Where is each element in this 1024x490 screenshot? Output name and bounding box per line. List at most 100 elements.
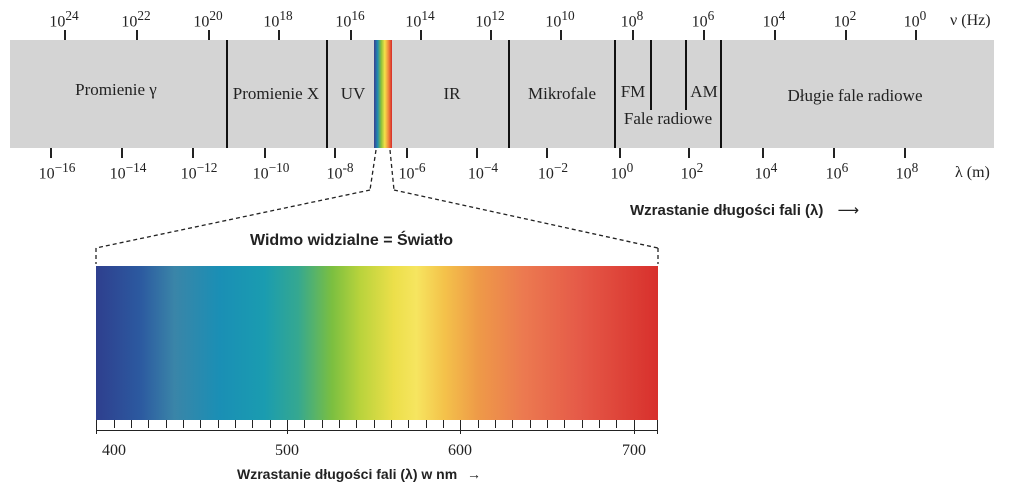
visible-tick-label: 700 <box>622 442 646 459</box>
wl-tick-label: 10−16 <box>38 160 76 183</box>
wl-tick-label: 10-6 <box>398 160 426 183</box>
wl-tick-label: 10−4 <box>467 160 499 183</box>
wavelength-unit-label: λ (m) <box>955 164 990 181</box>
band-divider <box>226 40 228 148</box>
visible-minor-tick <box>270 420 271 428</box>
visible-minor-tick <box>218 420 219 428</box>
visible-minor-tick <box>252 420 253 428</box>
visible-minor-tick <box>322 420 323 428</box>
wl-tick-mark <box>833 148 835 158</box>
right-arrow-icon: ⟶ <box>837 202 860 219</box>
right-arrow-icon: → <box>467 466 482 482</box>
wl-tick-label: 106 <box>825 160 849 183</box>
wl-tick-label: 102 <box>680 160 704 183</box>
wl-tick-mark <box>762 148 764 158</box>
wl-tick-label: 10−12 <box>180 160 218 183</box>
visible-minor-tick <box>616 420 617 428</box>
freq-tick-mark <box>632 30 634 40</box>
visible-minor-tick <box>547 420 548 428</box>
freq-tick-mark <box>64 30 66 40</box>
wl-tick-mark <box>619 148 621 158</box>
visible-minor-tick <box>131 420 132 428</box>
wl-tick-mark <box>904 148 906 158</box>
visible-tick-label: 600 <box>448 442 472 459</box>
band-divider <box>508 40 510 148</box>
wl-tick-label: 10−10 <box>252 160 290 183</box>
visible-major-tick <box>287 420 288 434</box>
freq-tick-mark <box>350 30 352 40</box>
visible-minor-tick <box>183 420 184 428</box>
freq-tick-mark <box>774 30 776 40</box>
wl-tick-label: 108 <box>895 160 919 183</box>
xray-label: Promienie X <box>232 84 320 103</box>
fm-divider <box>650 40 652 110</box>
wl-tick-label: 10−2 <box>537 160 569 183</box>
visible-minor-tick <box>599 420 600 428</box>
freq-tick-label: 1014 <box>405 8 435 31</box>
wl-tick-mark <box>688 148 690 158</box>
wl-tick-mark <box>476 148 478 158</box>
visible-minor-tick <box>356 420 357 428</box>
zoom-line-right-lower <box>393 189 659 249</box>
wl-tick-mark <box>121 148 123 158</box>
freq-tick-mark <box>915 30 917 40</box>
visible-spectrum-title: Widmo widzialne = Światło <box>250 232 453 249</box>
visible-minor-tick <box>339 420 340 428</box>
wavelength-direction-text: Wzrastanie długości fali (λ) <box>630 202 824 219</box>
uv-label: UV <box>340 84 366 103</box>
visible-minor-tick <box>582 420 583 428</box>
fm-label: FM <box>620 82 646 101</box>
wl-tick-mark <box>264 148 266 158</box>
visible-minor-tick <box>304 420 305 428</box>
freq-tick-label: 1022 <box>121 8 151 31</box>
visible-minor-tick <box>564 420 565 428</box>
spectrum-band <box>10 40 994 148</box>
microwave-label: Mikrofale <box>528 84 596 103</box>
wavelength-direction-label: Wzrastanie długości fali (λ) ⟶ <box>630 201 859 219</box>
visible-minor-tick <box>114 420 115 428</box>
visible-minor-tick <box>200 420 201 428</box>
wl-tick-mark <box>334 148 336 158</box>
visible-minor-tick <box>235 420 236 428</box>
visible-minor-tick <box>166 420 167 428</box>
visible-axis-text: Wzrastanie długości fali (λ) w nm <box>237 466 458 482</box>
wl-tick-mark <box>546 148 548 158</box>
visible-minor-tick <box>408 420 409 428</box>
visible-minor-tick <box>426 420 427 428</box>
visible-scale-ruler <box>96 420 658 431</box>
radio-waves-label: Fale radiowe <box>623 109 713 128</box>
zoom-line-left-upper <box>369 149 377 191</box>
visible-minor-tick <box>478 420 479 428</box>
long-radio-label: Długie fale radiowe <box>787 86 923 105</box>
visible-tick-label: 400 <box>102 442 126 459</box>
visible-major-tick <box>657 420 658 434</box>
wl-tick-label: 10-8 <box>326 160 354 183</box>
freq-tick-label: 1016 <box>335 8 365 31</box>
visible-major-tick <box>460 420 461 434</box>
freq-tick-mark <box>560 30 562 40</box>
wl-tick-label: 100 <box>610 160 634 183</box>
freq-tick-label: 106 <box>691 8 715 31</box>
wl-tick-label: 104 <box>754 160 778 183</box>
band-divider <box>614 40 616 148</box>
freq-tick-mark <box>703 30 705 40</box>
zoom-line-left-lower <box>95 189 371 249</box>
wl-tick-mark <box>50 148 52 158</box>
gamma-label: Promienie γ <box>75 80 157 99</box>
visible-minor-tick <box>443 420 444 428</box>
freq-tick-label: 1020 <box>193 8 223 31</box>
freq-tick-label: 100 <box>903 8 927 31</box>
freq-tick-label: 1024 <box>49 8 79 31</box>
am-divider <box>685 40 687 110</box>
freq-tick-label: 1018 <box>263 8 293 31</box>
visible-light-strip <box>374 40 392 148</box>
band-divider <box>326 40 328 148</box>
freq-tick-label: 1012 <box>475 8 505 31</box>
freq-tick-mark <box>136 30 138 40</box>
am-label: AM <box>690 82 718 101</box>
freq-tick-mark <box>845 30 847 40</box>
frequency-unit-label: ν (Hz) <box>950 12 991 29</box>
freq-tick-label: 108 <box>620 8 644 31</box>
freq-tick-mark <box>490 30 492 40</box>
